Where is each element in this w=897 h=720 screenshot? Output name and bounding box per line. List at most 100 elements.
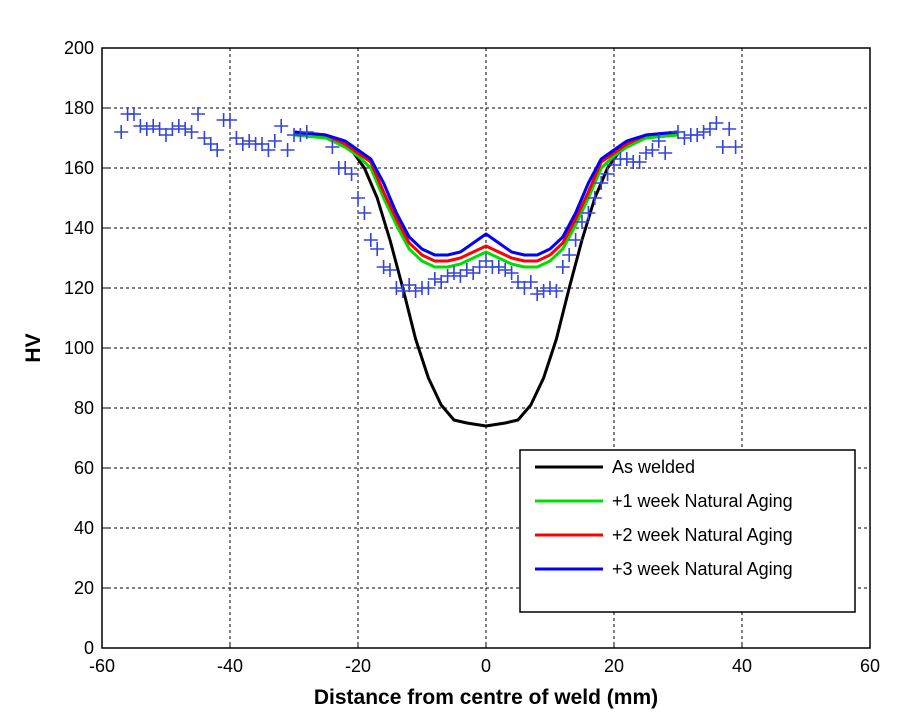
scatter-point (267, 134, 282, 148)
scatter-point (568, 233, 583, 247)
legend-label-3: +2 week Natural Aging (612, 525, 793, 545)
series-line-1 (338, 142, 634, 428)
scatter-point (280, 143, 295, 157)
y-tick-label: 60 (74, 458, 94, 478)
scatter-point (549, 284, 564, 298)
series-line-2 (293, 133, 679, 269)
scatter-point (491, 260, 506, 274)
scatter-point (184, 125, 199, 139)
scatter-point (357, 206, 372, 220)
scatter-point (479, 254, 493, 268)
legend-label-2: +1 week Natural Aging (612, 491, 793, 511)
scatter-point (383, 263, 397, 277)
scatter-point (376, 260, 391, 274)
scatter-point (696, 125, 711, 139)
scatter-point (139, 122, 154, 136)
scatter-point (523, 275, 538, 289)
scatter-point (351, 191, 365, 205)
scatter-point (709, 116, 724, 130)
scatter-point (363, 233, 378, 247)
y-tick-label: 40 (74, 518, 94, 538)
scatter-point (440, 269, 455, 283)
scatter-point (242, 134, 257, 148)
scatter-point (639, 146, 653, 160)
scatter-point (447, 266, 461, 280)
y-axis-title: HV (22, 333, 45, 362)
scatter-point (395, 284, 410, 298)
scatter-point (722, 122, 737, 136)
scatter-point (575, 215, 589, 229)
y-tick-label: 120 (64, 278, 94, 298)
x-axis-title: Distance from centre of weld (mm) (314, 686, 658, 709)
scatter-point (210, 143, 225, 157)
scatter-point (728, 140, 743, 154)
scatter-point (651, 134, 666, 148)
scatter-point (715, 140, 730, 154)
scatter-point (133, 119, 148, 133)
scatter-point (530, 287, 545, 301)
y-tick-label: 140 (64, 218, 94, 238)
x-tick-label: -20 (345, 656, 371, 676)
scatter-point (325, 140, 340, 154)
x-tick-label: 60 (860, 656, 880, 676)
scatter-point (677, 131, 692, 145)
legend-label-4: +3 week Natural Aging (612, 559, 793, 579)
scatter-point (472, 260, 487, 274)
scatter-point (344, 167, 359, 181)
scatter-point (159, 128, 173, 142)
scatter-point (587, 191, 602, 205)
scatter-point (658, 146, 673, 160)
scatter-point (504, 266, 519, 280)
scatter-point (338, 161, 353, 175)
scatter-point (427, 272, 442, 286)
scatter-point (299, 125, 314, 139)
scatter-point (453, 269, 468, 283)
scatter-point (146, 119, 161, 133)
scatter-point (536, 284, 551, 298)
scatter-point (645, 143, 660, 157)
scatter-point (178, 122, 193, 136)
y-tick-label: 20 (74, 578, 94, 598)
scatter-point (562, 248, 577, 262)
legend-label-1: As welded (612, 457, 695, 477)
y-tick-label: 160 (64, 158, 94, 178)
scatter-point (223, 113, 237, 127)
scatter-point (261, 143, 276, 157)
scatter-point (114, 125, 129, 139)
scatter-point (197, 131, 212, 145)
scatter-point (274, 119, 289, 133)
scatter-point (632, 155, 647, 169)
tick-labels: -60 -40 -20 0 20 40 60 0 20 40 60 80 100 120 140 160 180… (64, 38, 880, 676)
scatter-point (511, 275, 525, 289)
grid (102, 48, 870, 648)
scatter-point (203, 137, 218, 151)
series-layer (293, 130, 679, 428)
scatter-point (370, 242, 385, 256)
scatter-point (607, 158, 621, 172)
legend: As welded +1 week Natural Aging +2 week Na… (519, 449, 856, 613)
scatter-point (459, 263, 474, 277)
series-line-3 (293, 130, 679, 263)
x-tick-label: -40 (217, 656, 243, 676)
scatter-point (389, 281, 404, 295)
scatter-point (127, 107, 141, 121)
scatter-point (498, 263, 513, 277)
y-tick-label: 80 (74, 398, 94, 418)
scatter-point (517, 281, 532, 295)
y-tick-label: 180 (64, 98, 94, 118)
y-tick-label: 200 (64, 38, 94, 58)
scatter-point (229, 131, 244, 145)
y-tick-label: 0 (84, 638, 94, 658)
scatter-point (191, 107, 205, 121)
legend-box (519, 449, 856, 613)
scatter-point (408, 284, 423, 298)
scatter-point (235, 137, 250, 151)
scatter-point (165, 122, 180, 136)
scatter-point (543, 281, 557, 295)
scatter-point (581, 206, 596, 220)
scatter-point (402, 278, 417, 292)
scatter-point (293, 128, 308, 142)
scatter-layer (114, 107, 743, 301)
scatter-point (703, 122, 717, 136)
